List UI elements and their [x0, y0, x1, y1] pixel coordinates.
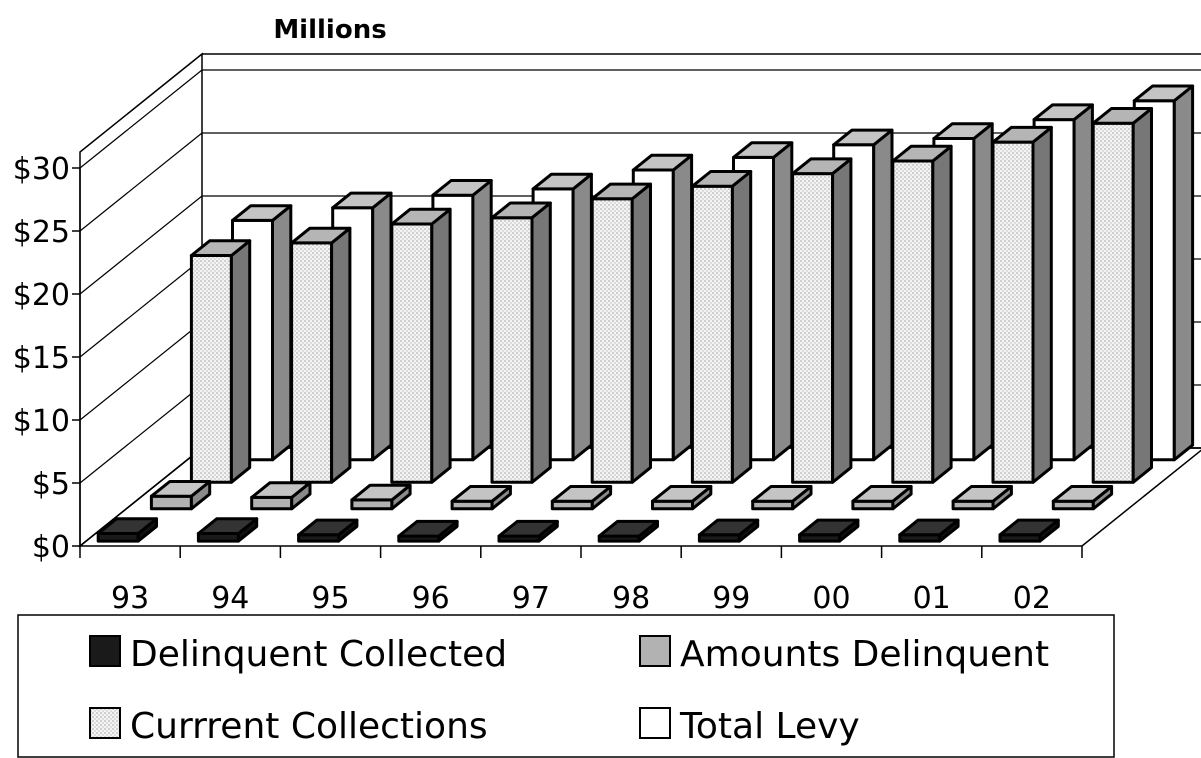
bar-currrent-collections-98 [690, 170, 753, 484]
x-tick-label: 02 [1013, 581, 1051, 616]
x-tick-label: 99 [712, 581, 750, 616]
legend-label-total-levy: Total Levy [679, 706, 860, 747]
bar-delinquent-collected-94 [196, 517, 259, 543]
bar-currrent-collections-96 [490, 201, 552, 484]
x-tick-label: 96 [412, 581, 450, 616]
bar-delinquent-collected-93 [96, 517, 158, 543]
bar-amounts-delinquent-01 [951, 485, 1013, 511]
x-tick-label: 98 [612, 581, 650, 616]
bar-currrent-collections-95 [390, 207, 452, 484]
legend-swatch-delinquent-collected [89, 635, 121, 667]
bar-delinquent-collected-99 [697, 518, 760, 543]
legend: Delinquent Collected Amounts Delinquent … [17, 614, 1115, 758]
left-wall [79, 52, 203, 548]
bar-amounts-delinquent-93 [149, 480, 212, 511]
y-tick-label: $15 [13, 341, 70, 376]
bar-currrent-collections-94 [290, 226, 352, 484]
x-tick-label: 94 [211, 581, 249, 616]
bar-delinquent-collected-95 [297, 518, 359, 543]
bar-currrent-collections-99 [791, 157, 853, 484]
bar-amounts-delinquent-94 [250, 481, 312, 511]
bar-currrent-collections-93 [189, 239, 252, 484]
legend-label-amounts-delinquent: Amounts Delinquent [680, 634, 1049, 675]
legend-swatch-amounts-delinquent [639, 635, 671, 667]
legend-box [17, 614, 1115, 758]
legend-swatch-total-levy [639, 707, 671, 739]
y-tick-label: $20 [13, 278, 70, 313]
x-tick-label: 97 [512, 581, 550, 616]
bar-delinquent-collected-97 [497, 519, 559, 543]
bar-delinquent-collected-96 [397, 519, 459, 543]
bar-delinquent-collected-01 [898, 518, 960, 543]
bar-delinquent-collected-02 [998, 518, 1060, 543]
bar-currrent-collections-02 [1091, 107, 1153, 484]
bar-currrent-collections-00 [891, 144, 953, 484]
bar-currrent-collections-01 [991, 125, 1053, 484]
bar-amounts-delinquent-00 [851, 485, 913, 511]
bars [96, 84, 1195, 543]
x-tick-label: 93 [111, 581, 149, 616]
y-tick-label: $0 [32, 530, 70, 565]
gridline [79, 69, 1201, 169]
bar-delinquent-collected-98 [597, 519, 659, 543]
x-tick-label: 01 [913, 581, 951, 616]
y-tick-label: $10 [13, 404, 70, 439]
y-tick-label: $25 [13, 215, 70, 250]
legend-swatch-current-collections [89, 707, 121, 739]
bar-amounts-delinquent-99 [751, 485, 813, 511]
x-tick-label: 00 [812, 581, 850, 616]
y-axis: $0 $5 $10 $15 $20 $25 $30 [13, 152, 81, 565]
bar-currrent-collections-97 [590, 182, 652, 484]
bar-amounts-delinquent-02 [1051, 485, 1114, 511]
bar-amounts-delinquent-98 [651, 485, 713, 511]
y-tick-label: $30 [13, 152, 70, 187]
x-tick-label: 95 [311, 581, 349, 616]
y-tick-label: $5 [32, 467, 70, 502]
x-axis: 93 94 95 96 97 98 99 00 01 02 [79, 546, 1083, 616]
bar-delinquent-collected-00 [798, 518, 860, 543]
legend-label-current-collections: Currrent Collections [130, 706, 488, 747]
legend-label-delinquent-collected: Delinquent Collected [130, 634, 507, 675]
chart-title: Millions [273, 15, 386, 45]
bar-amounts-delinquent-97 [550, 485, 613, 511]
bar-amounts-delinquent-96 [450, 485, 512, 511]
bar-amounts-delinquent-95 [350, 483, 412, 511]
